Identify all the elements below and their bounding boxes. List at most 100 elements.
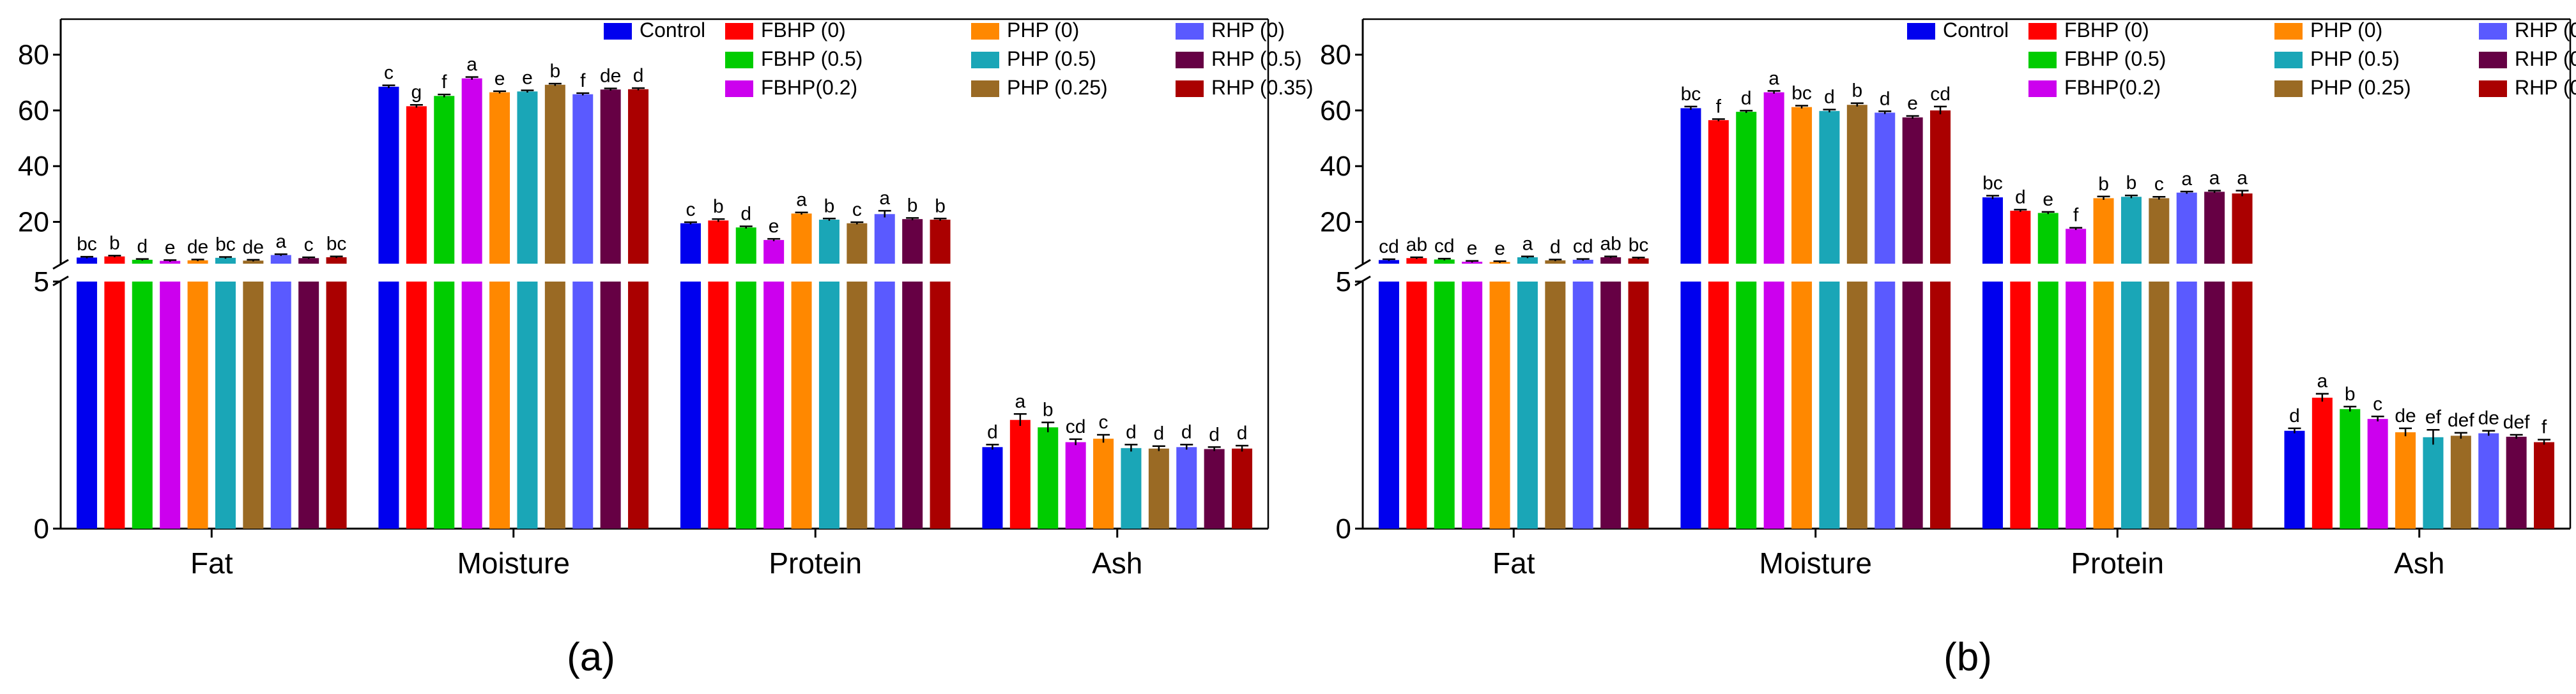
bar-lower — [1600, 282, 1621, 529]
legend-label: FBHP (0.5) — [761, 47, 862, 70]
legend-swatch — [1176, 80, 1204, 97]
significance-letter: e — [165, 237, 176, 258]
bar-lower — [1819, 282, 1840, 529]
x-tick-label: Fat — [190, 547, 233, 580]
legend-label: RHP (0) — [2515, 19, 2576, 41]
significance-letter: ab — [1600, 234, 1621, 255]
bar-lower — [187, 282, 208, 529]
legend-swatch — [725, 80, 753, 97]
significance-letter: d — [2015, 186, 2026, 207]
bar — [1763, 92, 1784, 264]
significance-letter: a — [2209, 168, 2220, 189]
legend-swatch — [2274, 52, 2303, 68]
bar — [2120, 197, 2142, 264]
significance-letter: e — [769, 216, 779, 237]
bar-lower — [489, 282, 510, 529]
y-tick-label: 0 — [34, 513, 49, 545]
significance-letter: b — [109, 232, 120, 253]
bar-lower — [1572, 282, 1593, 529]
bar — [517, 91, 538, 264]
legend-label: PHP (0.25) — [2310, 76, 2411, 99]
significance-letter: a — [275, 231, 286, 252]
significance-letter: e — [2043, 189, 2053, 210]
y-tick-label: 60 — [18, 95, 49, 126]
bar — [791, 213, 812, 264]
x-tick-label: Protein — [769, 547, 862, 580]
significance-letter: d — [1154, 423, 1165, 444]
bar-lower — [1791, 282, 1813, 529]
x-tick-label: Moisture — [457, 547, 570, 580]
bar — [1121, 448, 1142, 529]
bar — [1545, 260, 1566, 264]
significance-letter: a — [466, 54, 477, 75]
significance-letter: f — [441, 72, 447, 93]
bar — [270, 255, 291, 264]
significance-letter: e — [1467, 238, 1478, 259]
legend-label: RHP (0.5) — [2515, 47, 2576, 70]
legend-label: RHP (0.5) — [1211, 47, 1302, 70]
bar — [1176, 447, 1197, 529]
legend-swatch — [971, 80, 999, 97]
bar-lower — [544, 282, 565, 529]
bar — [2176, 192, 2197, 264]
significance-letter: cd — [1573, 236, 1593, 257]
bar — [1628, 258, 1649, 264]
bar — [1846, 105, 1867, 264]
significance-letter: a — [796, 190, 807, 211]
significance-letter: b — [935, 195, 946, 216]
significance-letter: cd — [1066, 416, 1086, 437]
significance-letter: bc — [1681, 84, 1701, 105]
bar-lower — [1378, 282, 1399, 529]
bar-lower — [76, 282, 97, 529]
legend-swatch — [2479, 80, 2507, 97]
significance-letter: g — [411, 82, 422, 103]
bar-lower — [735, 282, 756, 529]
significance-letter: bc — [77, 234, 97, 255]
legend-swatch — [2028, 23, 2057, 40]
bar-lower — [1736, 282, 1757, 529]
y-tick-label: 40 — [18, 151, 49, 182]
bar — [2506, 437, 2527, 529]
significance-letter: d — [1209, 424, 1220, 445]
bar — [572, 94, 594, 264]
bar-lower — [406, 282, 427, 529]
bar-lower — [2149, 282, 2170, 529]
bar — [1065, 442, 1086, 529]
bar — [2534, 442, 2555, 529]
significance-letter: d — [137, 236, 148, 257]
bar-lower — [763, 282, 785, 529]
significance-letter: de — [2395, 405, 2416, 426]
significance-letter: a — [1522, 234, 1533, 255]
bar — [243, 260, 264, 264]
bar — [1093, 439, 1114, 529]
bar-lower — [2204, 282, 2225, 529]
significance-letter: d — [1237, 423, 1248, 444]
y-tick-label: 5 — [34, 266, 49, 298]
bar-lower — [2232, 282, 2253, 529]
significance-letter: bc — [1982, 173, 2003, 194]
significance-letter: c — [2154, 174, 2164, 195]
bar — [298, 258, 319, 264]
legend-swatch — [2028, 52, 2057, 68]
panel-label: (b) — [1943, 635, 1992, 679]
x-tick-label: Ash — [2394, 547, 2444, 580]
bar — [982, 447, 1003, 529]
significance-letter: b — [550, 61, 561, 82]
bar — [489, 92, 510, 264]
bar — [763, 239, 785, 264]
x-tick-label: Protein — [2071, 547, 2164, 580]
legend-label: FBHP (0.5) — [2064, 47, 2166, 70]
significance-letter: d — [1181, 421, 1192, 442]
bar — [544, 84, 565, 264]
significance-letter: ef — [2425, 407, 2442, 428]
significance-letter: de — [2478, 408, 2499, 429]
legend-swatch — [604, 23, 632, 40]
legend-label: FBHP(0.2) — [2064, 76, 2161, 99]
y-tick-label: 40 — [1320, 151, 1351, 182]
legend-label: PHP (0.25) — [1007, 76, 1108, 99]
bar — [2284, 430, 2305, 529]
bar — [1204, 449, 1225, 529]
significance-letter: d — [2289, 405, 2300, 426]
x-tick-label: Moisture — [1759, 547, 1872, 580]
